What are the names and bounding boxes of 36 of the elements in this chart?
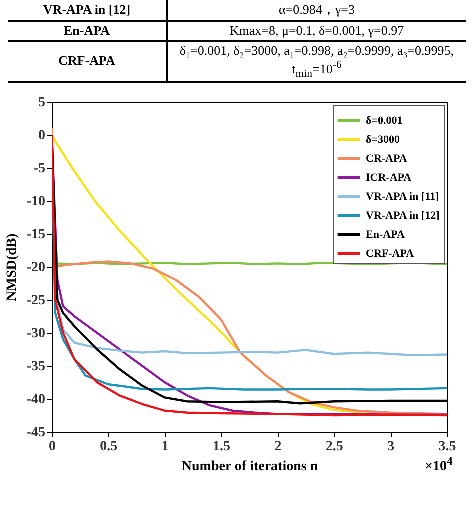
y-tick-label: 5: [38, 95, 46, 110]
y-tick-label: -35: [26, 359, 46, 374]
x-tick-label: 0.5: [100, 439, 118, 454]
text: CRF-APA: [8, 41, 167, 82]
legend-label: VR-APA in [12]: [366, 210, 440, 222]
x-tick-label: 3.5: [438, 439, 456, 454]
x-tick-label: 2.5: [326, 439, 344, 454]
legend-label: En-APA: [366, 228, 405, 241]
x-tick-label: 2: [274, 439, 282, 454]
text: Kmax=8, μ=0.1, δ=0.001, γ=0.97: [167, 21, 466, 41]
text: ×10$^{4}$: [425, 454, 453, 476]
legend-label: ICR-APA: [366, 172, 412, 184]
x-tick-label: 1: [162, 439, 169, 454]
legend-label: VR-APA in [11]: [366, 190, 440, 203]
y-tick-label: -30: [26, 326, 46, 342]
legend-label: CR-APA: [366, 152, 408, 165]
text: VR-APA in [12]: [8, 0, 167, 21]
y-tick-label: -5: [34, 161, 46, 176]
y-tick-label: -10: [26, 194, 46, 210]
legend-label: δ=0.001: [366, 114, 403, 127]
y-axis-title: NMSD(dB): [4, 233, 20, 302]
x-tick-label: 0: [49, 439, 56, 454]
y-tick-label: -40: [26, 392, 46, 408]
text: En-APA: [8, 21, 167, 41]
x-tick-label: 3: [388, 439, 395, 454]
y-tick-label: -20: [26, 260, 46, 276]
legend-label: CRF-APA: [366, 248, 414, 260]
legend-label: δ=3000: [366, 134, 400, 146]
text: δ₁=0.001, δ₂=3000, a₁=0.998, a₂=0.9999, a₃=0.9995, t$_{min}$=10$^{-6}$: [167, 41, 466, 82]
y-tick-label: -15: [26, 227, 46, 242]
x-axis-title: Number of iterations n: [182, 459, 318, 474]
y-tick-label: 0: [38, 128, 46, 144]
y-tick-label: -25: [26, 293, 46, 308]
x-tick-label: 1.5: [213, 439, 231, 454]
text: α=0.984，γ=3: [167, 0, 466, 21]
y-tick-label: -45: [26, 425, 46, 440]
